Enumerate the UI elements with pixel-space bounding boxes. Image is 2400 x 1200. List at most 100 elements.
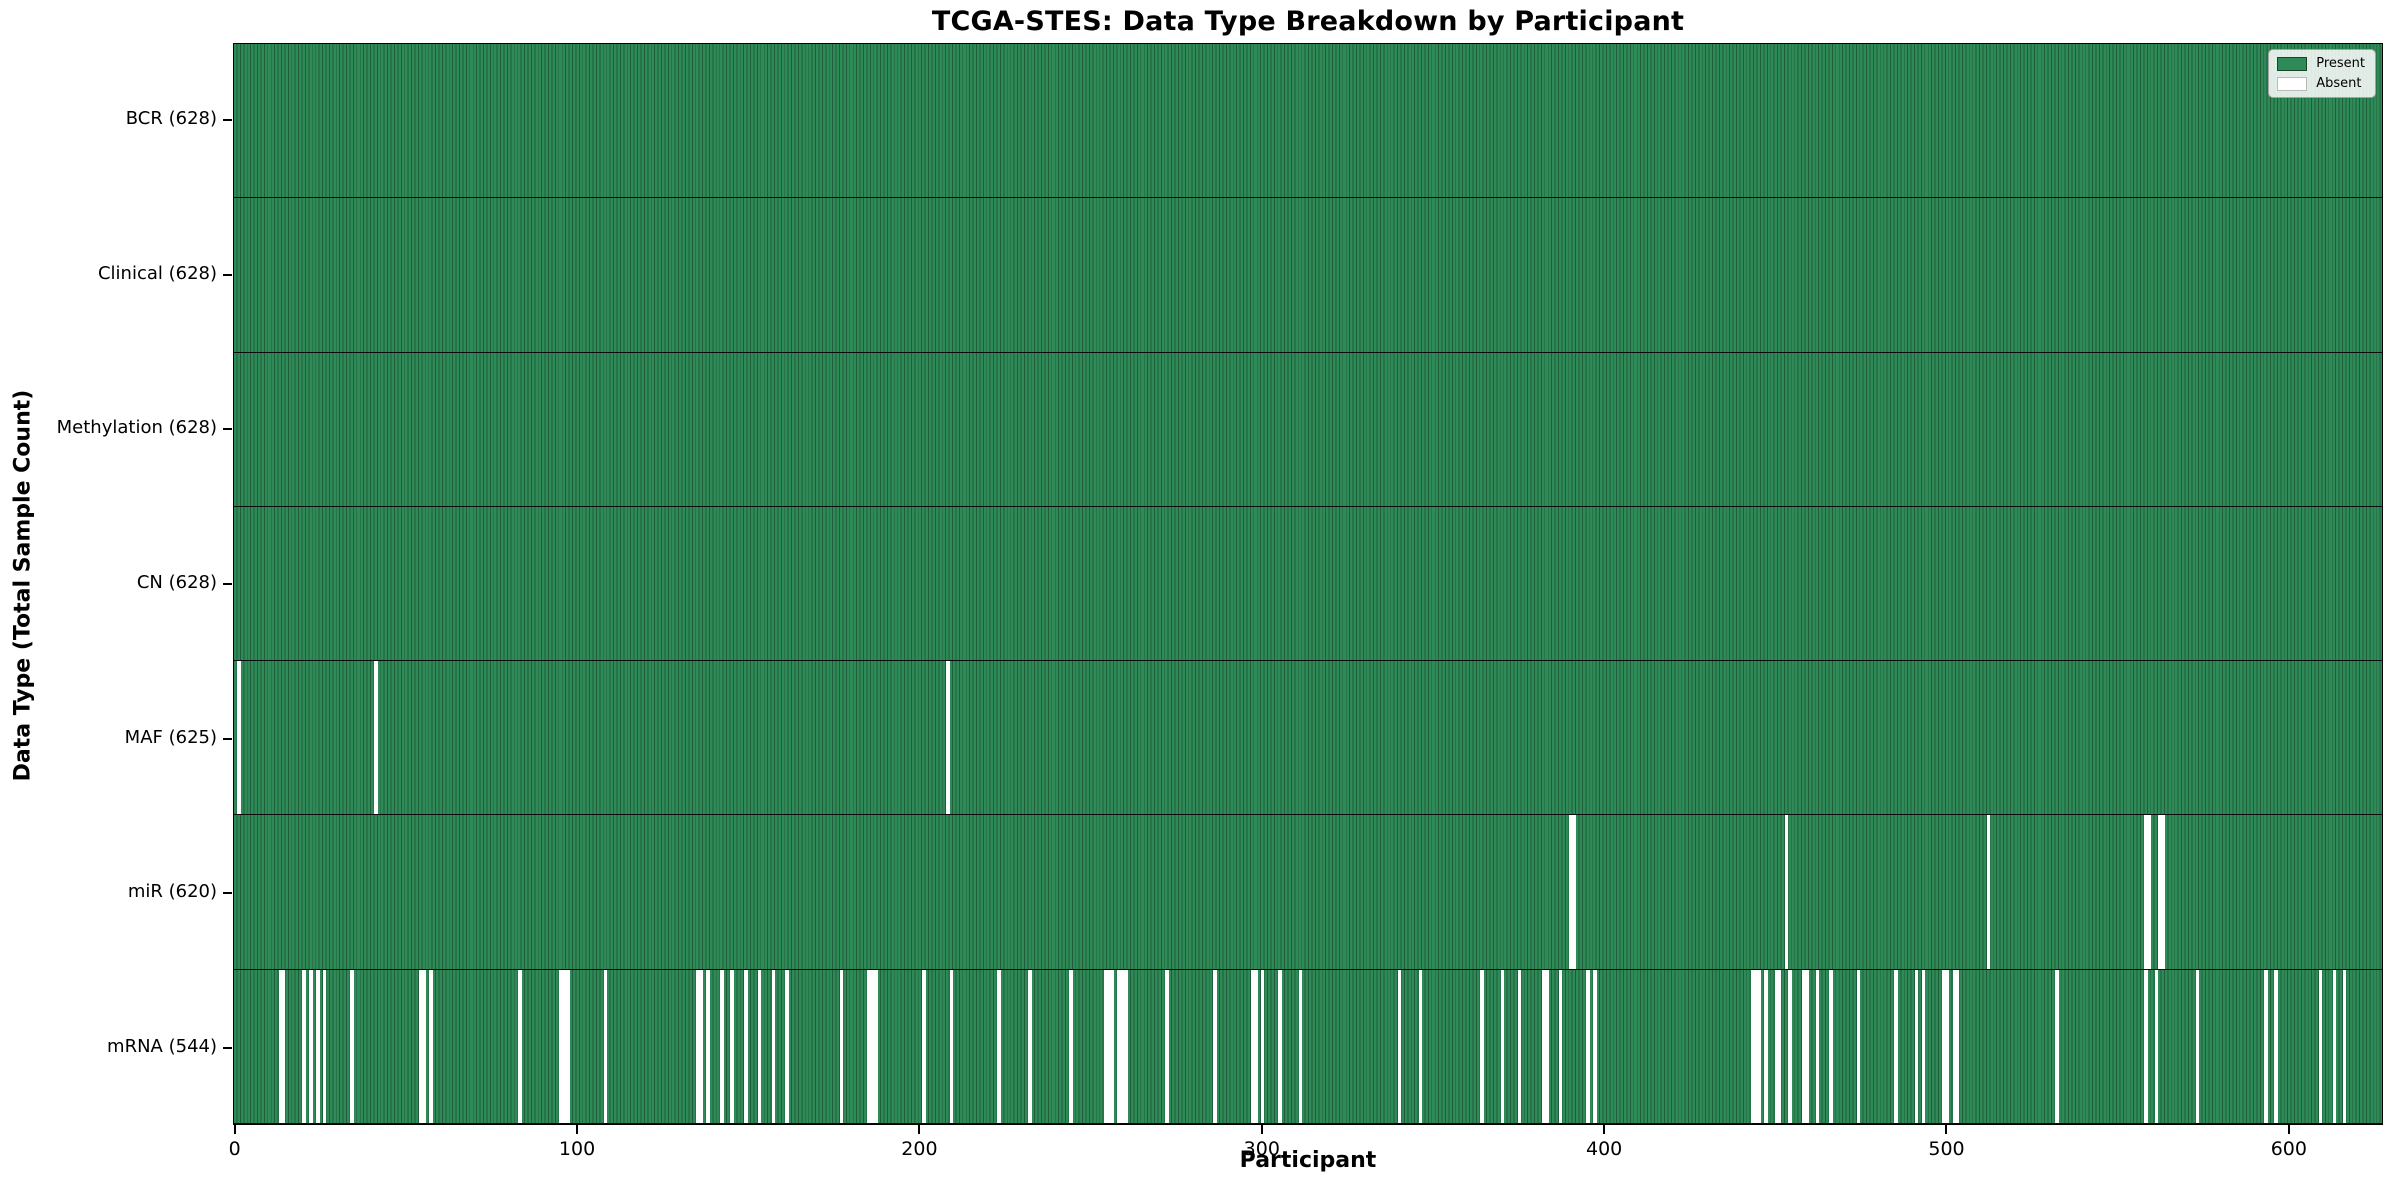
ytick-mark-Methylation: [223, 428, 232, 431]
row-miR: [234, 815, 2382, 970]
row-MAF: [234, 661, 2382, 816]
absent-mark-miR-391: [1572, 815, 1577, 969]
absent-mark-mRNA-493: [1921, 969, 1926, 1123]
absent-mark-mRNA-83: [518, 969, 522, 1123]
row-Methylation: [234, 352, 2382, 507]
absent-mark-mRNA-387: [1558, 969, 1563, 1123]
absent-mark-mRNA-20: [302, 969, 306, 1123]
absent-mark-mRNA-187: [874, 969, 878, 1123]
absent-mark-MAF-1: [237, 661, 241, 815]
absent-mark-miR-453: [1784, 815, 1789, 969]
absent-mark-mRNA-491: [1914, 969, 1919, 1123]
absent-mark-mRNA-157: [771, 969, 775, 1123]
xtick-mark-100: [576, 1125, 579, 1134]
absent-mark-mRNA-485: [1894, 969, 1898, 1123]
absent-mark-mRNA-445: [1757, 969, 1761, 1123]
absent-mark-mRNA-500: [1945, 969, 1950, 1123]
absent-mark-mRNA-256: [1110, 969, 1114, 1123]
absent-mark-mRNA-14: [281, 969, 286, 1123]
absent-mark-mRNA-462: [1815, 969, 1820, 1123]
absent-mark-mRNA-499: [1942, 969, 1946, 1123]
absent-mark-mRNA-609: [2318, 969, 2323, 1123]
absent-mark-miR-563: [2161, 815, 2165, 969]
legend-label-absent: Absent: [2316, 76, 2362, 91]
present-swatch: [2277, 56, 2308, 71]
ytick-label-BCR: BCR (628): [125, 108, 217, 130]
absent-mark-mRNA-259: [1120, 969, 1125, 1123]
absent-mark-miR-558: [2144, 815, 2148, 969]
absent-mark-mRNA-177: [839, 969, 844, 1123]
absent-mark-mRNA-397: [1593, 969, 1597, 1123]
absent-mark-mRNA-97: [566, 969, 570, 1123]
absent-mark-miR-512: [1986, 815, 1991, 969]
ytick-label-miR: miR (620): [127, 881, 217, 903]
ytick-label-CN: CN (628): [136, 572, 217, 593]
absent-mark-mRNA-298: [1254, 969, 1258, 1123]
absent-mark-mRNA-135: [696, 969, 700, 1123]
absent-mark-mRNA-443: [1750, 969, 1755, 1123]
absent-mark-mRNA-466: [1829, 969, 1833, 1123]
absent-mark-mRNA-613: [2332, 969, 2337, 1123]
xtick-mark-400: [1603, 1125, 1606, 1134]
absent-swatch: [2277, 76, 2308, 91]
ytick-mark-CN: [223, 583, 232, 585]
absent-mark-mRNA-34: [350, 969, 354, 1123]
absent-mark-mRNA-459: [1805, 969, 1809, 1123]
xtick-label-300: 300: [1243, 1138, 1280, 1160]
absent-mark-mRNA-383: [1545, 969, 1549, 1123]
ytick-mark-BCR: [223, 119, 232, 122]
absent-mark-miR-562: [2158, 815, 2162, 969]
absent-mark-MAF-41: [374, 661, 378, 815]
xtick-label-0: 0: [228, 1138, 241, 1160]
absent-mark-mRNA-272: [1165, 969, 1169, 1123]
absent-mark-mRNA-573: [2195, 969, 2200, 1123]
absent-mark-mRNA-260: [1124, 969, 1128, 1123]
absent-mark-mRNA-503: [1956, 969, 1960, 1123]
absent-mark-mRNA-382: [1541, 969, 1546, 1123]
absent-mark-mRNA-395: [1586, 969, 1590, 1123]
absent-mark-mRNA-186: [870, 969, 875, 1123]
absent-mark-miR-559: [2147, 815, 2152, 969]
xtick-label-100: 100: [558, 1138, 596, 1160]
absent-mark-mRNA-305: [1278, 969, 1282, 1123]
absent-mark-mRNA-561: [2154, 969, 2159, 1123]
absent-mark-mRNA-138: [706, 969, 710, 1123]
absent-mark-mRNA-161: [785, 969, 789, 1123]
absent-mark-mRNA-502: [1952, 969, 1957, 1123]
absent-mark-mRNA-145: [730, 969, 734, 1123]
ytick-mark-miR: [223, 892, 232, 895]
absent-mark-mRNA-451: [1778, 969, 1782, 1123]
absent-mark-mRNA-346: [1418, 969, 1422, 1123]
ytick-label-mRNA: mRNA (544): [107, 1035, 217, 1057]
row-Clinical: [234, 198, 2382, 353]
chart-title: TCGA-STES: Data Type Breakdown by Partic…: [931, 6, 1685, 37]
absent-mark-miR-390: [1569, 815, 1573, 969]
absent-mark-mRNA-142: [720, 969, 724, 1123]
absent-mark-mRNA-444: [1754, 969, 1758, 1123]
legend-item-present: Present: [2277, 56, 2365, 71]
absent-mark-mRNA-370: [1500, 969, 1505, 1123]
absent-mark-mRNA-149: [744, 969, 748, 1123]
absent-mark-mRNA-616: [2342, 969, 2347, 1123]
xtick-mark-500: [1945, 1125, 1948, 1134]
absent-mark-mRNA-558: [2144, 969, 2148, 1123]
absent-mark-mRNA-454: [1788, 969, 1792, 1123]
absent-mark-mRNA-375: [1517, 969, 1522, 1123]
absent-mark-mRNA-311: [1298, 969, 1303, 1123]
absent-mark-mRNA-24: [316, 969, 320, 1123]
legend-item-absent: Absent: [2277, 76, 2365, 91]
absent-mark-mRNA-136: [699, 969, 704, 1123]
absent-mark-mRNA-201: [922, 969, 926, 1123]
absent-mark-mRNA-596: [2274, 969, 2278, 1123]
absent-mark-mRNA-26: [323, 969, 327, 1123]
absent-mark-mRNA-297: [1250, 969, 1255, 1123]
plot-area: Present Absent: [233, 43, 2383, 1125]
absent-mark-mRNA-232: [1028, 969, 1032, 1123]
legend-label-present: Present: [2316, 56, 2365, 71]
absent-mark-mRNA-54: [418, 969, 423, 1123]
absent-mark-mRNA-153: [757, 969, 762, 1123]
absent-mark-mRNA-340: [1398, 969, 1402, 1123]
absent-mark-mRNA-300: [1261, 969, 1265, 1123]
absent-mark-mRNA-364: [1480, 969, 1484, 1123]
